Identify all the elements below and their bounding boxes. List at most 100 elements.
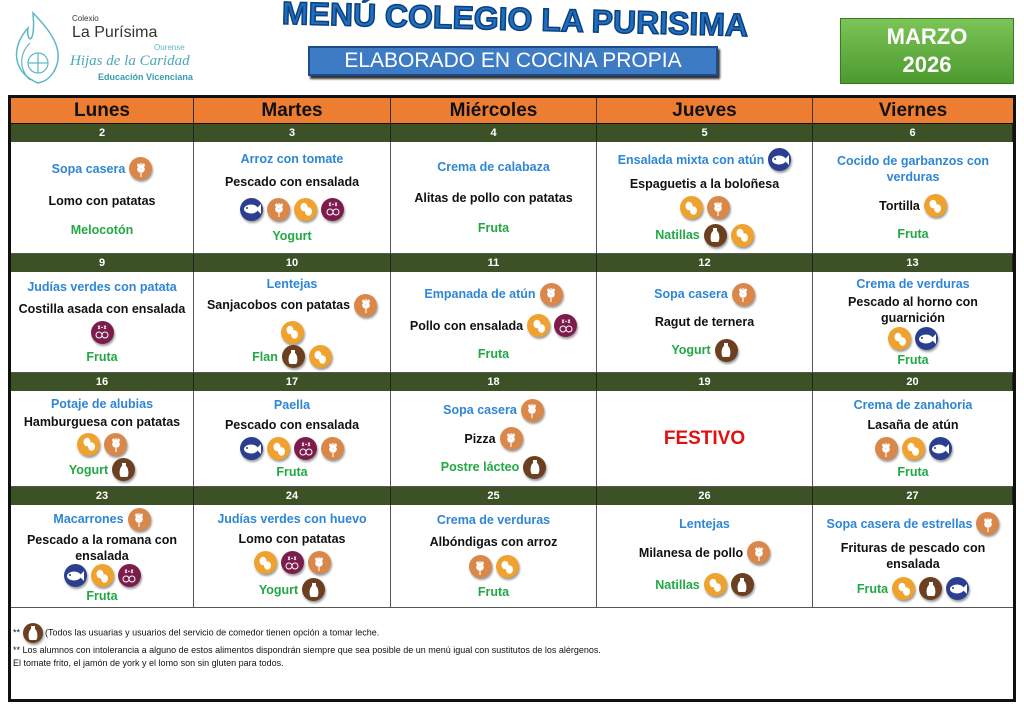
first-course: Potaje de alubias [51,396,153,412]
dish-name: Costilla asada con ensalada [18,301,186,316]
dish-name: Paella [273,398,311,412]
dessert: Postre lácteo [441,455,547,479]
date-number: 18 [391,373,597,391]
week-row: Sopa casera Lomo con patatas Melocotón Arro… [11,142,1013,254]
dish-name: Fruta [86,589,118,604]
date-number: 26 [597,487,813,505]
dish-name: Crema de zanahoria [853,398,973,412]
milk-allergen-icon [919,577,943,600]
dish-name: Ragut de ternera [654,315,755,329]
egg-allergen-icon [280,320,304,344]
egg-allergen-icon [703,573,727,596]
date-number: 13 [813,254,1013,272]
day-header: Lunes [11,98,194,124]
flame-heart-logo-icon [15,11,59,84]
date-number: 24 [194,487,391,505]
day-menu-cell: Crema de verduras Pescado al horno con gu… [813,272,1013,372]
day-menu-cell: Judías verdes con huevo Lomo con patatas Y… [194,505,391,607]
date-number: 27 [813,487,1013,505]
milk-allergen-icon [112,458,136,482]
weeks: 2 3 4 5 6 Sopa casera Lomo con patatas Melocotó… [11,124,1013,608]
gluten-allergen-icon [731,282,755,306]
dish-name: Fruta [897,465,929,479]
date-number: 4 [391,124,597,142]
date-bar: 23 24 25 26 27 [11,487,1013,505]
egg-allergen-icon [901,437,925,460]
dish-name: Alitas de pollo con patatas [414,190,573,205]
footer-note-gluten: El tomate frito, el jamón de york y el l… [13,658,284,668]
egg-allergen-icon [308,345,332,369]
first-course: Crema de zanahoria [854,397,973,413]
dessert: Fruta [478,346,509,362]
allergen-icons [77,432,127,456]
dish-name: Melocotón [70,223,134,237]
dish-name: Milanesa de pollo [638,545,744,560]
egg-allergen-icon [730,223,754,247]
note-marker: ** [13,627,21,638]
day-menu-cell: Empanada de atún Pollo con ensalada Fruta [391,272,597,372]
day-menu-cell: Lentejas Milanesa de pollo Natillas [597,505,813,607]
first-course: Crema de verduras [856,276,969,292]
egg-allergen-icon [253,551,277,574]
first-course: Lentejas [679,516,730,532]
dish-name: Fruta [86,349,118,364]
fish-allergen-icon [240,197,263,221]
day-header: Viernes [878,100,948,121]
gluten-allergen-icon [354,293,378,317]
dessert: Natillas [655,573,754,596]
second-course: Lomo con patatas [49,193,156,209]
date-number: 10 [194,254,391,272]
milk-allergen-icon [302,578,326,601]
second-course: Pescado a la romana con ensalada [15,532,189,564]
second-course: Pescado con ensalada [225,174,359,190]
dish-name: Natillas [655,228,700,243]
date-number: 11 [391,254,597,272]
dish-name: Yogurt [272,228,312,243]
date-number: 19 [597,373,813,391]
day-menu-cell: Sopa casera Pizza Postre lácteo [391,391,597,486]
second-course: Sanjacobos con patatas [198,293,386,344]
egg-allergen-icon [679,196,703,220]
dish-name: Lasaña de atún [867,418,959,432]
date-number: 17 [194,373,391,391]
day-header: Jueves [597,98,813,124]
dish-name: Lentejas [266,276,318,291]
dish-name: Frituras de pescado con ensalada [840,541,986,571]
egg-allergen-icon [888,327,911,351]
day-menu-cell: Paella Pescado con ensalada Fruta [194,391,391,486]
fish-allergen-icon [915,327,938,351]
dish-name: Crema de verduras [856,276,970,291]
first-course: Empanada de atún [424,282,563,306]
second-course: Tortilla [879,194,947,217]
footer-notes: ** (Todos las usuarias y usuarios del se… [11,607,1013,699]
dish-name: Pescado a la romana con ensalada [26,532,178,563]
second-course: Hamburguesa con patatas [24,414,180,430]
week-row: Potaje de alubias Hamburguesa con patatas… [11,391,1013,487]
day-menu-cell: Sopa casera Lomo con patatas Melocotón [11,142,194,253]
milk-allergen-icon [523,455,547,479]
dish-name: Pescado con ensalada [224,418,360,432]
dish-name: Potaje de alubias [50,396,154,411]
dish-name: Natillas [655,577,700,592]
dish-name: Sopa casera [654,287,728,301]
dish-name: Espaguetis a la boloñesa [629,176,780,191]
gluten-allergen-icon [874,437,898,460]
dessert: Yogurt [272,228,311,244]
day-menu-cell: Macarrones Pescado a la romana con ensala… [11,505,194,607]
allergen-icons [468,555,519,579]
dessert: Fruta [897,226,928,242]
dessert: Fruta [857,577,970,600]
dish-name: Sopa casera [51,161,126,176]
date-number: 5 [597,124,813,142]
day-menu-cell: Arroz con tomate Pescado con ensalada Yogu… [194,142,391,253]
date-bar: 16 17 18 19 20 [11,373,1013,391]
fish-allergen-icon [240,437,263,460]
day-menu-cell: FESTIVO [597,391,813,486]
dish-name: Pollo con ensalada [409,318,524,333]
egg-allergen-icon [294,197,317,221]
day-menu-cell: Ensalada mixta con atún Espaguetis a la b… [597,142,813,253]
date-number: 20 [813,373,1013,391]
dish-name: Cocido de garbanzos con verduras [836,154,990,184]
first-course: Cocido de garbanzos con verduras [817,153,1009,185]
allergen-icons [63,564,141,588]
